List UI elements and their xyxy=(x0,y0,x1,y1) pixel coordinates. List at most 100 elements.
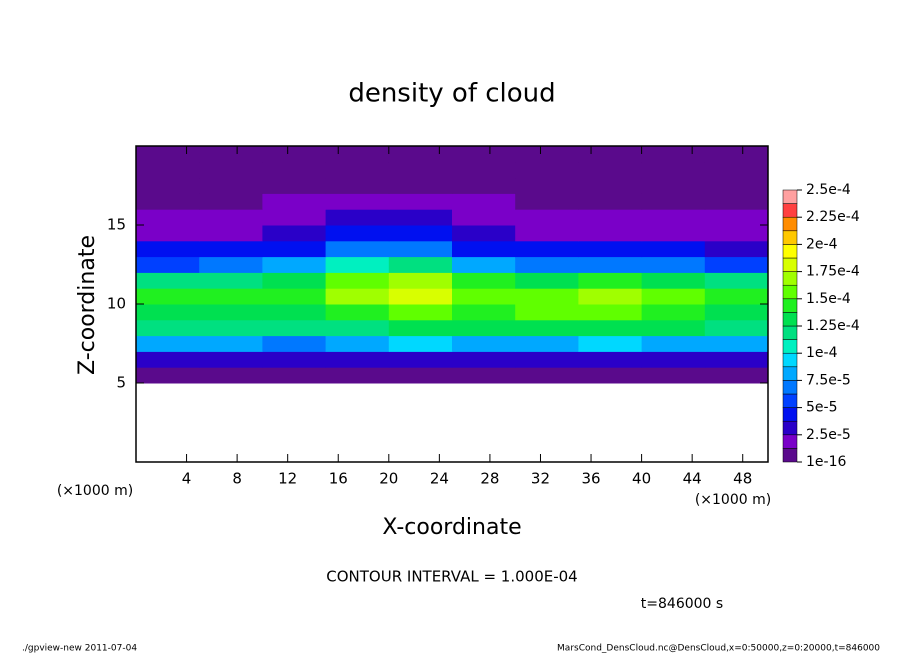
heat-cell xyxy=(136,177,200,194)
heat-cell xyxy=(704,240,769,258)
y-tick-label: 10 xyxy=(107,295,126,313)
colorbar-box xyxy=(782,352,798,368)
heat-cell xyxy=(325,146,390,163)
heat-cell xyxy=(704,146,769,163)
heat-cell xyxy=(136,351,200,368)
heat-cell xyxy=(262,272,327,289)
heat-cell xyxy=(641,240,706,258)
heat-cell xyxy=(704,177,769,194)
heat-cell xyxy=(704,351,769,368)
heat-cell xyxy=(262,304,327,321)
heat-cell xyxy=(578,177,643,194)
colorbar-label: 1.75e-4 xyxy=(806,264,860,280)
heat-cell xyxy=(452,161,516,179)
heat-cell xyxy=(641,161,706,179)
heat-cell xyxy=(388,272,453,289)
heat-cell xyxy=(641,193,706,210)
heat-cell xyxy=(262,319,327,337)
colorbar-label: 2.5e-4 xyxy=(806,182,851,198)
heat-cell xyxy=(578,335,643,352)
heat-cell xyxy=(325,193,390,210)
plot-area xyxy=(136,146,769,384)
heat-cell xyxy=(452,256,516,273)
colorbar-label: 5e-5 xyxy=(806,400,837,416)
heat-cell xyxy=(388,319,453,337)
heat-cell xyxy=(262,351,327,368)
heat-cell xyxy=(325,240,390,258)
colorbar-label: 7.5e-5 xyxy=(806,372,851,388)
heat-cell xyxy=(641,209,706,226)
colorbar-box xyxy=(782,216,798,232)
colorbar-box xyxy=(782,271,798,286)
colorbar-box xyxy=(782,339,798,354)
heat-cell xyxy=(325,319,390,337)
heat-cell xyxy=(325,304,390,321)
x-tick-label: 16 xyxy=(329,470,348,488)
heat-cell xyxy=(136,146,200,163)
x-tick-label: 36 xyxy=(581,470,600,488)
heat-cell xyxy=(578,256,643,273)
colorbar-label: 2e-4 xyxy=(806,236,838,252)
heat-cell xyxy=(704,193,769,210)
x-tick-label: 28 xyxy=(480,470,499,488)
colorbar-box xyxy=(782,203,798,218)
heat-cell xyxy=(452,335,516,352)
heat-cell xyxy=(452,193,516,210)
colorbar-label: 1e-4 xyxy=(806,345,838,361)
heat-cell xyxy=(452,240,516,258)
x-tick-label: 4 xyxy=(182,470,192,488)
heat-cell xyxy=(641,256,706,273)
heat-cell xyxy=(515,351,579,368)
heat-cell xyxy=(262,193,327,210)
colorbar-label: 1e-16 xyxy=(806,454,846,470)
heat-cell xyxy=(262,288,327,305)
colorbar-box xyxy=(782,407,798,422)
heat-cell xyxy=(325,256,390,273)
heat-cell xyxy=(641,272,706,289)
heat-cell xyxy=(325,161,390,179)
heat-cell xyxy=(452,288,516,305)
heat-cell xyxy=(578,304,643,321)
heat-cell xyxy=(262,240,327,258)
heat-cell xyxy=(452,177,516,194)
heat-cell xyxy=(136,272,200,289)
heat-cell xyxy=(136,240,200,258)
heat-cell xyxy=(325,225,390,242)
heat-cell xyxy=(262,161,327,179)
x-tick-label: 32 xyxy=(531,470,550,488)
heat-cell xyxy=(515,367,579,384)
heat-cell xyxy=(578,272,643,289)
contour-note: CONTOUR INTERVAL = 1.000E-04 xyxy=(326,568,577,586)
heat-cell xyxy=(199,177,263,194)
heat-cell xyxy=(704,225,769,242)
heat-cell xyxy=(641,288,706,305)
heat-cell xyxy=(641,367,706,384)
colorbar-box xyxy=(782,244,798,259)
heat-cell xyxy=(136,319,200,337)
heat-cell xyxy=(641,177,706,194)
heat-cell xyxy=(388,161,453,179)
heat-cell xyxy=(136,288,200,305)
heat-cell xyxy=(515,272,579,289)
colorbar-label: 1.5e-4 xyxy=(806,291,851,307)
heat-cell xyxy=(388,240,453,258)
heat-cell xyxy=(578,209,643,226)
colorbar-box xyxy=(782,312,798,327)
heat-cell xyxy=(388,177,453,194)
heat-cell xyxy=(388,367,453,384)
heat-cell xyxy=(388,193,453,210)
colorbar-box xyxy=(782,380,798,395)
heat-cell xyxy=(578,367,643,384)
heat-cell xyxy=(641,335,706,352)
heat-cell xyxy=(199,319,263,337)
heat-cell xyxy=(388,288,453,305)
colorbar-box xyxy=(782,189,798,204)
x-tick-label: 24 xyxy=(430,470,449,488)
heat-cell xyxy=(136,304,200,321)
heat-cell xyxy=(262,209,327,226)
heat-cell xyxy=(452,351,516,368)
x-tick-label: 8 xyxy=(232,470,242,488)
heat-cell xyxy=(452,367,516,384)
heat-cell xyxy=(262,225,327,242)
